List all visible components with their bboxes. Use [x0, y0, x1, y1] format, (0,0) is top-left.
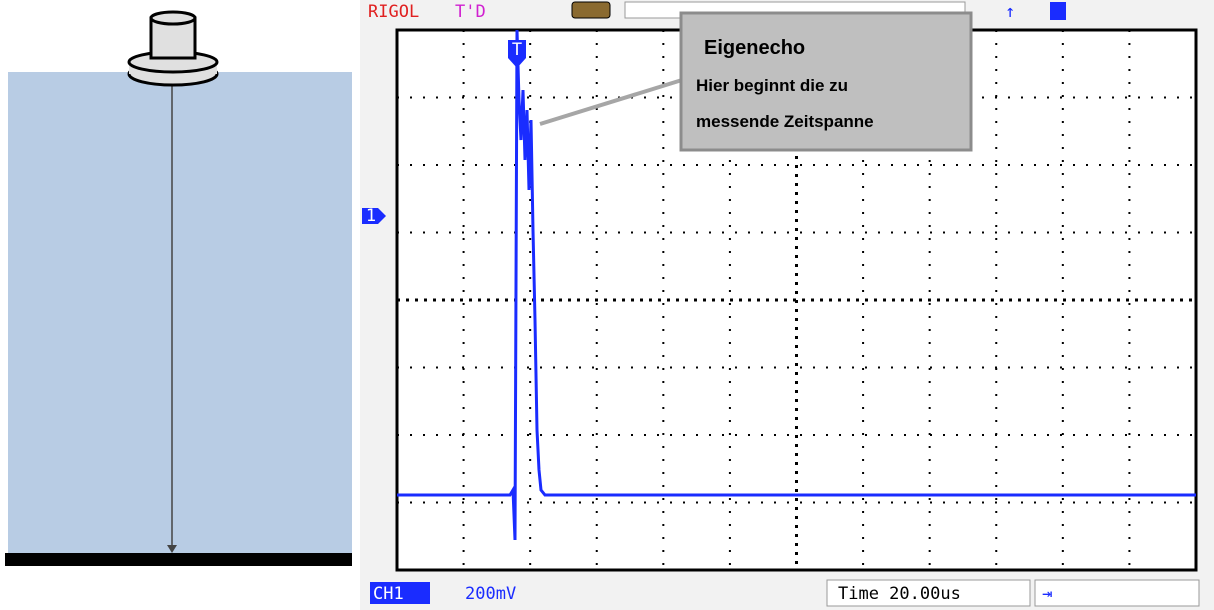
scene: RIGOL T'D ↑ T 1 Eigenecho Hier beginnt d…	[0, 0, 1214, 610]
water-tank	[8, 72, 352, 556]
trigger-label: T	[512, 40, 522, 60]
footer-scale: 200mV	[465, 584, 516, 604]
callout-line-1: Hier beginnt die zu	[696, 76, 848, 95]
channel-icon	[1050, 2, 1066, 20]
callout-line-2: messende Zeitspanne	[696, 112, 874, 131]
offset-icon: ⇥	[1042, 584, 1052, 604]
offset-box	[1035, 580, 1199, 606]
page: RIGOL T'D ↑ T 1 Eigenecho Hier beginnt d…	[0, 0, 1214, 610]
brand: RIGOL	[368, 2, 419, 22]
callout-title: Eigenecho	[704, 37, 805, 59]
memory-icon	[572, 2, 610, 18]
footer-channel: CH1	[373, 584, 404, 604]
channel-label: 1	[366, 206, 376, 226]
footer-timebase: Time 20.00us	[838, 584, 961, 604]
edge-icon: ↑	[1005, 2, 1015, 22]
trigger-status: T'D	[455, 2, 486, 22]
tank-bottom	[5, 553, 352, 566]
transducer-top	[151, 12, 195, 24]
